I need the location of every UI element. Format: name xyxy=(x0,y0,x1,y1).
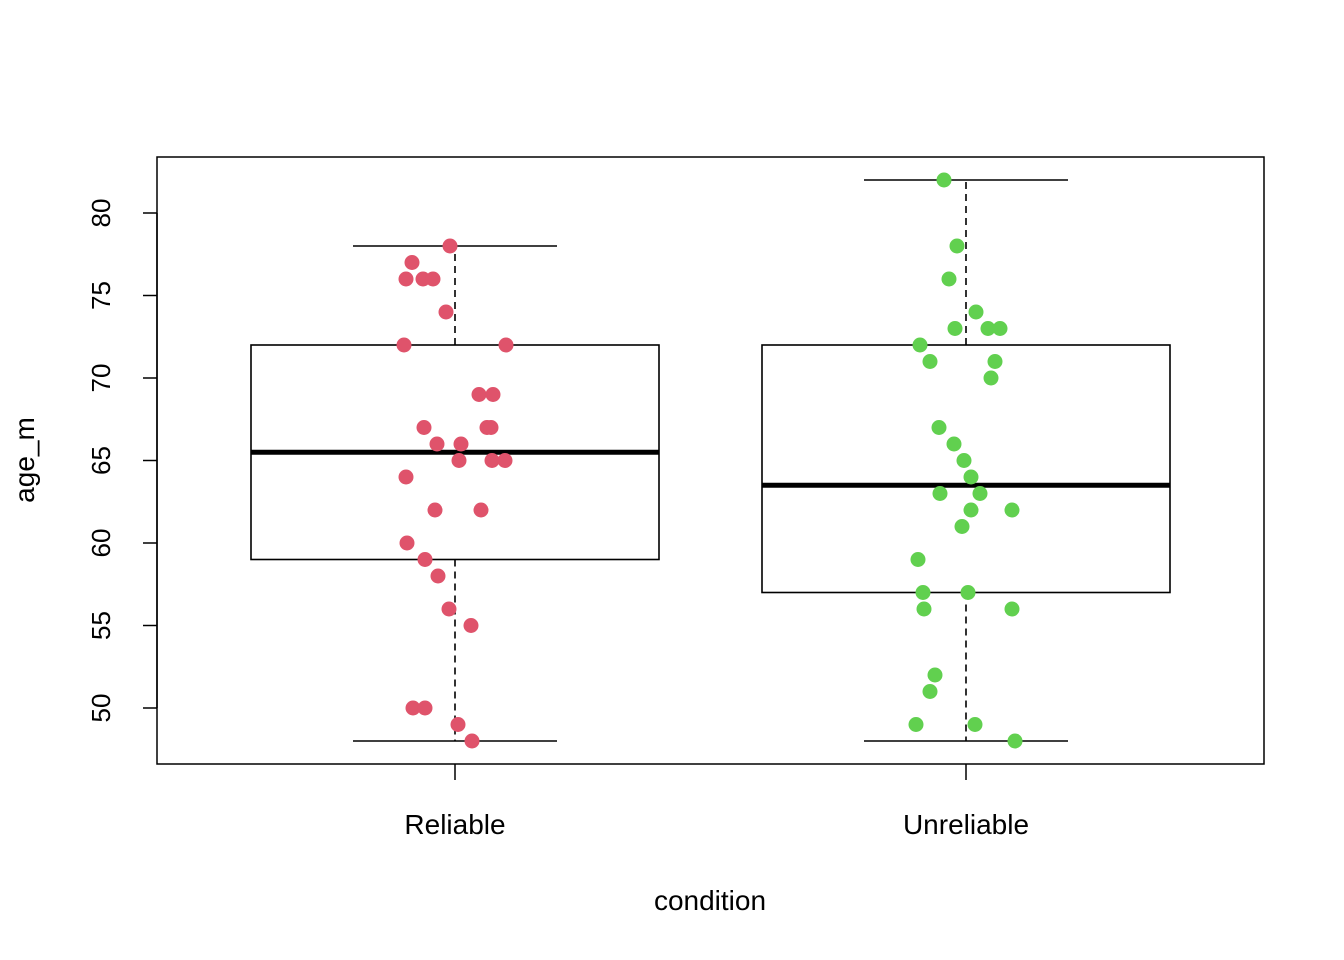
x-tick-label: Reliable xyxy=(404,809,505,840)
data-point xyxy=(417,700,433,716)
points-unreliable xyxy=(908,172,1023,749)
x-axis: Reliable Unreliable xyxy=(404,764,1029,840)
data-point xyxy=(1004,502,1020,518)
data-point xyxy=(967,717,983,732)
data-point xyxy=(936,172,952,188)
data-point xyxy=(912,337,928,353)
data-point xyxy=(441,601,457,617)
data-point xyxy=(922,684,938,699)
data-point xyxy=(915,585,931,600)
data-point xyxy=(485,387,501,402)
data-point xyxy=(498,337,514,353)
data-point xyxy=(1007,733,1023,749)
data-point xyxy=(963,502,979,518)
data-point xyxy=(972,486,988,501)
data-point xyxy=(464,733,480,749)
data-point xyxy=(980,321,996,336)
box-reliable xyxy=(250,245,660,742)
data-point xyxy=(429,436,445,452)
data-point xyxy=(398,271,414,287)
data-point xyxy=(922,354,938,369)
data-point xyxy=(396,337,412,353)
y-axis-label: age_m xyxy=(9,417,40,503)
data-point xyxy=(404,255,420,270)
data-point xyxy=(910,552,926,567)
data-point xyxy=(992,321,1008,336)
data-point xyxy=(438,304,454,320)
data-point xyxy=(398,469,414,485)
y-tick-label: 80 xyxy=(86,199,116,228)
data-point xyxy=(954,519,970,534)
data-point xyxy=(960,585,976,600)
data-point xyxy=(932,486,948,501)
data-point xyxy=(484,453,500,468)
data-point xyxy=(425,271,441,287)
data-point xyxy=(405,700,421,716)
y-axis: 50 55 60 65 70 75 80 xyxy=(86,199,158,723)
data-point xyxy=(949,238,965,254)
box-iqr xyxy=(761,344,1171,594)
plot-area xyxy=(250,172,1171,749)
x-axis-label: condition xyxy=(654,885,766,916)
data-point xyxy=(947,321,963,336)
points-reliable xyxy=(396,238,514,749)
x-tick-label: Unreliable xyxy=(903,809,1029,840)
data-point xyxy=(927,667,943,683)
y-tick-label: 65 xyxy=(86,446,116,475)
data-point xyxy=(916,601,932,617)
data-point xyxy=(941,271,957,287)
data-point xyxy=(416,420,432,435)
data-point xyxy=(442,238,458,254)
data-point xyxy=(450,717,466,732)
data-point xyxy=(1004,601,1020,617)
data-point xyxy=(968,304,984,320)
y-tick-label: 50 xyxy=(86,694,116,723)
data-point xyxy=(946,436,962,452)
data-point xyxy=(987,354,1003,369)
data-point xyxy=(497,453,513,468)
data-point xyxy=(463,618,479,633)
box-unreliable xyxy=(761,179,1171,742)
data-point xyxy=(399,535,415,551)
data-point xyxy=(453,436,469,452)
data-point xyxy=(956,453,972,468)
plot-frame xyxy=(156,156,1265,765)
y-tick-label: 55 xyxy=(86,611,116,640)
data-point xyxy=(931,420,947,435)
y-tick-label: 75 xyxy=(86,281,116,310)
data-point xyxy=(473,502,489,518)
data-point xyxy=(430,568,446,584)
data-point xyxy=(983,370,999,386)
data-point xyxy=(483,420,499,435)
y-tick-label: 60 xyxy=(86,529,116,558)
y-tick-label: 70 xyxy=(86,364,116,393)
data-point xyxy=(471,387,487,402)
data-point xyxy=(417,552,433,567)
data-point xyxy=(451,453,467,468)
data-point xyxy=(963,469,979,485)
data-point xyxy=(908,717,924,732)
data-point xyxy=(427,502,443,518)
